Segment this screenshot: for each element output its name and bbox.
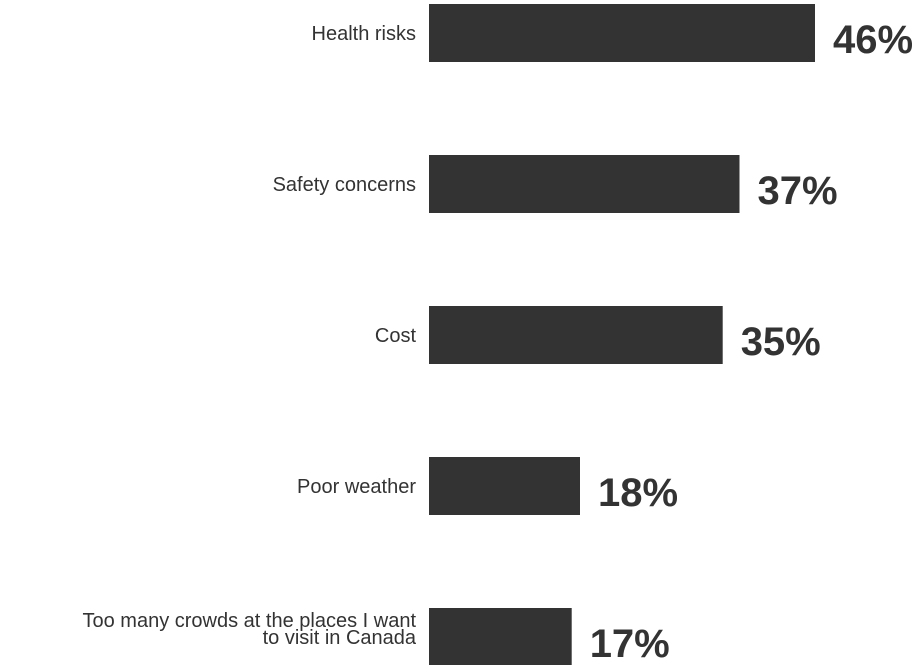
bar [429,306,723,364]
category-label-line: Poor weather [297,476,416,498]
category-label: Cost [375,325,417,347]
category-label-line: Too many crowds at the places I want [83,610,417,632]
value-label: 18% [598,471,678,515]
category-label: Too many crowds at the places I want to v… [83,610,417,649]
bar [429,155,740,213]
value-label: 37% [758,169,838,213]
value-label: 46% [833,18,913,62]
category-label-line: Health risks [312,23,416,45]
category-label-line: to visit in Canada [263,627,417,649]
value-label: 35% [741,320,821,364]
bar [429,608,572,665]
category-label: Health risks [312,23,416,45]
category-label: Poor weather [297,476,416,498]
category-label-line: Cost [375,325,417,347]
bar [429,457,580,515]
category-label: Safety concerns [273,174,416,196]
category-label-line: Safety concerns [273,174,416,196]
value-label: 17% [590,622,670,665]
bar [429,4,815,62]
